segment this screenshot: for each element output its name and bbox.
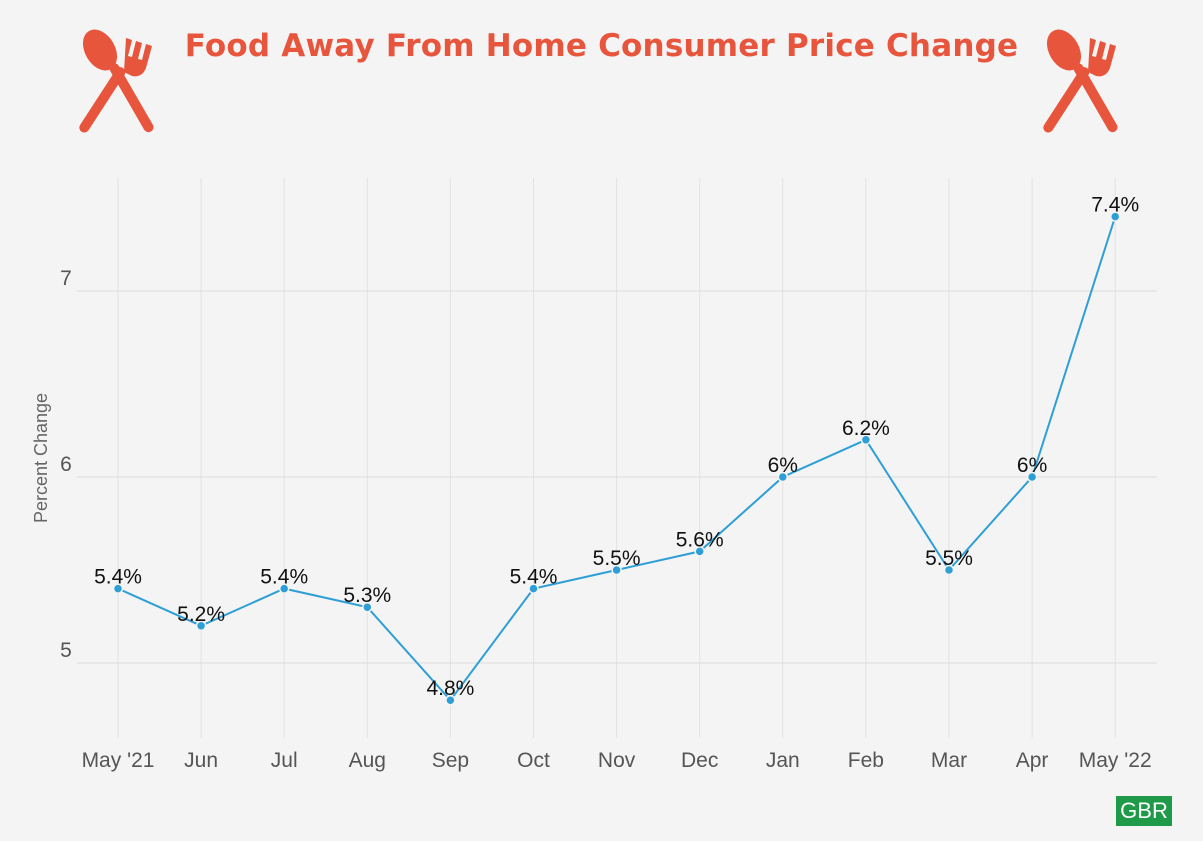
chart-title: Food Away From Home Consumer Price Chang… <box>184 28 1019 64</box>
data-point <box>777 471 789 483</box>
data-point <box>112 583 124 594</box>
data-label: 4.8% <box>426 677 474 700</box>
x-tick-label: Jul <box>271 749 298 772</box>
data-point <box>278 583 290 594</box>
data-point <box>694 546 705 557</box>
data-point <box>611 564 622 576</box>
data-label: 5.5% <box>593 547 641 570</box>
data-label: 5.4% <box>260 566 308 589</box>
data-point <box>362 601 373 613</box>
data-point <box>445 694 456 706</box>
x-tick-label: Dec <box>681 749 718 772</box>
data-point <box>1109 211 1121 222</box>
data-point <box>943 564 955 576</box>
data-labels: 5.4% 5.2% 5.4% 5.3% 4.8% 5.4% 5.5% 5.6% 6% 6.2% 5.… <box>94 194 1139 701</box>
x-tick-label: Jun <box>184 749 218 772</box>
x-tick-label: Nov <box>598 749 636 772</box>
fork-spoon-icon <box>78 26 158 141</box>
x-tick-label: Sep <box>432 749 469 772</box>
data-label: 5.2% <box>177 603 225 626</box>
data-label: 5.3% <box>343 584 391 607</box>
x-tick-label: Oct <box>517 749 550 772</box>
grid <box>77 178 1157 738</box>
x-tick-label: Aug <box>349 749 386 772</box>
y-tick-label: 6 <box>60 453 72 476</box>
data-point <box>195 620 207 632</box>
y-tick-label: 7 <box>60 267 72 290</box>
x-tick-label: Feb <box>848 749 884 772</box>
series-line <box>112 211 1121 706</box>
data-label: 6% <box>1017 454 1047 477</box>
data-point <box>528 583 539 594</box>
data-point <box>1026 471 1038 483</box>
x-tick-label: Jan <box>766 749 800 772</box>
data-label: 6.2% <box>842 417 890 440</box>
x-tick-label: Mar <box>931 749 967 772</box>
data-label: 5.6% <box>676 528 724 551</box>
x-tick-label: Apr <box>1016 749 1049 772</box>
data-label: 5.5% <box>925 547 973 570</box>
y-axis-label: Percent Change <box>31 393 51 523</box>
data-label: 5.4% <box>94 566 142 589</box>
x-tick-label: May '22 <box>1079 749 1152 772</box>
source-badge: GBR <box>1116 796 1172 826</box>
data-point <box>860 434 872 446</box>
x-tick-label: May '21 <box>82 749 155 772</box>
fork-spoon-icon <box>1042 26 1122 141</box>
y-axis: 5 6 7 <box>60 267 72 662</box>
data-label: 5.4% <box>510 566 558 589</box>
y-tick-label: 5 <box>60 639 72 662</box>
data-label: 6% <box>768 454 798 477</box>
data-label: 7.4% <box>1091 194 1139 217</box>
x-axis: May '21 Jun Jul Aug Sep Oct Nov Dec Jan Feb Mar Apr… <box>82 749 1152 772</box>
